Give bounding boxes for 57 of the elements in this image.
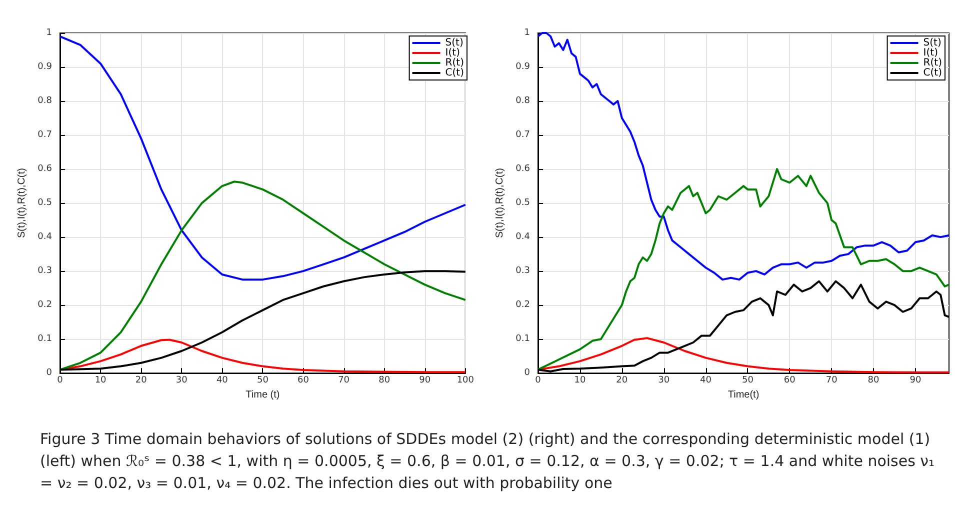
legend-label: R(t) — [445, 58, 464, 68]
y-tick-label: 0.8 — [38, 96, 52, 106]
x-tick-label: 10 — [574, 376, 586, 386]
y-tick-label: 0.4 — [38, 232, 52, 242]
y-tick-label: 0.9 — [516, 62, 530, 72]
y-tick-label: 0 — [524, 368, 530, 378]
x-tick-label: 60 — [784, 376, 796, 386]
y-axis-title: S(t),I(t),R(t),C(t) — [16, 168, 28, 238]
y-tick-label: 0.7 — [516, 130, 530, 140]
x-tick-label: 60 — [298, 376, 310, 386]
y-tick-label: 0.1 — [38, 334, 52, 344]
x-tick-label: 70 — [338, 376, 350, 386]
legend-label: R(t) — [923, 58, 942, 68]
x-tick-label: 0 — [57, 376, 64, 386]
x-tick-label: 30 — [176, 376, 188, 386]
x-tick-label: 80 — [868, 376, 880, 386]
x-tick-label: 0 — [535, 376, 542, 386]
legend-label: S(t) — [445, 38, 464, 48]
x-tick-label: 20 — [135, 376, 148, 386]
legend-label: C(t) — [445, 68, 464, 78]
y-tick-label: 1 — [46, 28, 52, 38]
x-tick-label: 80 — [378, 376, 390, 386]
legend-label: I(t) — [445, 48, 460, 58]
line-series — [537, 32, 950, 281]
x-axis-title: Time (t) — [246, 390, 280, 400]
y-tick-label: 0.6 — [38, 164, 52, 174]
y-tick-label: 0.4 — [516, 232, 530, 242]
y-axis-title: S(t),I(t),R(t),C(t) — [494, 168, 506, 238]
x-tick-label: 70 — [826, 376, 838, 386]
y-tick-label: 0.2 — [516, 300, 530, 310]
y-tick-label: 0 — [46, 368, 52, 378]
legend-label: C(t) — [923, 68, 942, 78]
x-tick-label: 40 — [700, 376, 712, 386]
y-tick-label: 0.6 — [516, 164, 530, 174]
x-tick-label: 30 — [658, 376, 670, 386]
y-tick-label: 0.5 — [516, 198, 530, 208]
y-tick-label: 0.5 — [38, 198, 52, 208]
y-tick-label: 0.1 — [516, 334, 530, 344]
y-tick-label: 1 — [524, 28, 530, 38]
x-tick-label: 10 — [94, 376, 107, 386]
caption: Figure 3 Time domain behaviors of solutions of SDDEs model (2) (right) and the corresponding deterministic model (1) (left) when ℛ₀ˢ = 0.38 < 1, with η = 0.0005, ξ = 0.6, β = 0.01, σ = 0.12, α = 0.3, γ = 0.02; τ = 1.4 and white noises ν₁ = ν₂ = 0.02, ν₃ = 0.01, ν₄ = 0.02. The infection dies out with probability one — [40, 429, 936, 494]
y-tick-label: 0.3 — [38, 266, 52, 276]
x-tick-label: 100 — [456, 376, 474, 386]
legend-label: S(t) — [923, 38, 942, 48]
legend-label: I(t) — [923, 48, 938, 58]
x-tick-label: 50 — [742, 376, 754, 386]
y-tick-label: 0.8 — [516, 96, 530, 106]
y-tick-label: 0.9 — [38, 62, 52, 72]
x-tick-label: 50 — [256, 376, 269, 386]
y-tick-label: 0.7 — [38, 130, 52, 140]
y-tick-label: 0.3 — [516, 266, 530, 276]
y-tick-label: 0.2 — [38, 300, 52, 310]
x-tick-label: 90 — [419, 376, 431, 386]
x-tick-label: 90 — [910, 376, 922, 386]
x-tick-label: 40 — [216, 376, 228, 386]
x-tick-label: 20 — [616, 376, 628, 386]
x-axis-title: Time(t) — [728, 390, 760, 400]
